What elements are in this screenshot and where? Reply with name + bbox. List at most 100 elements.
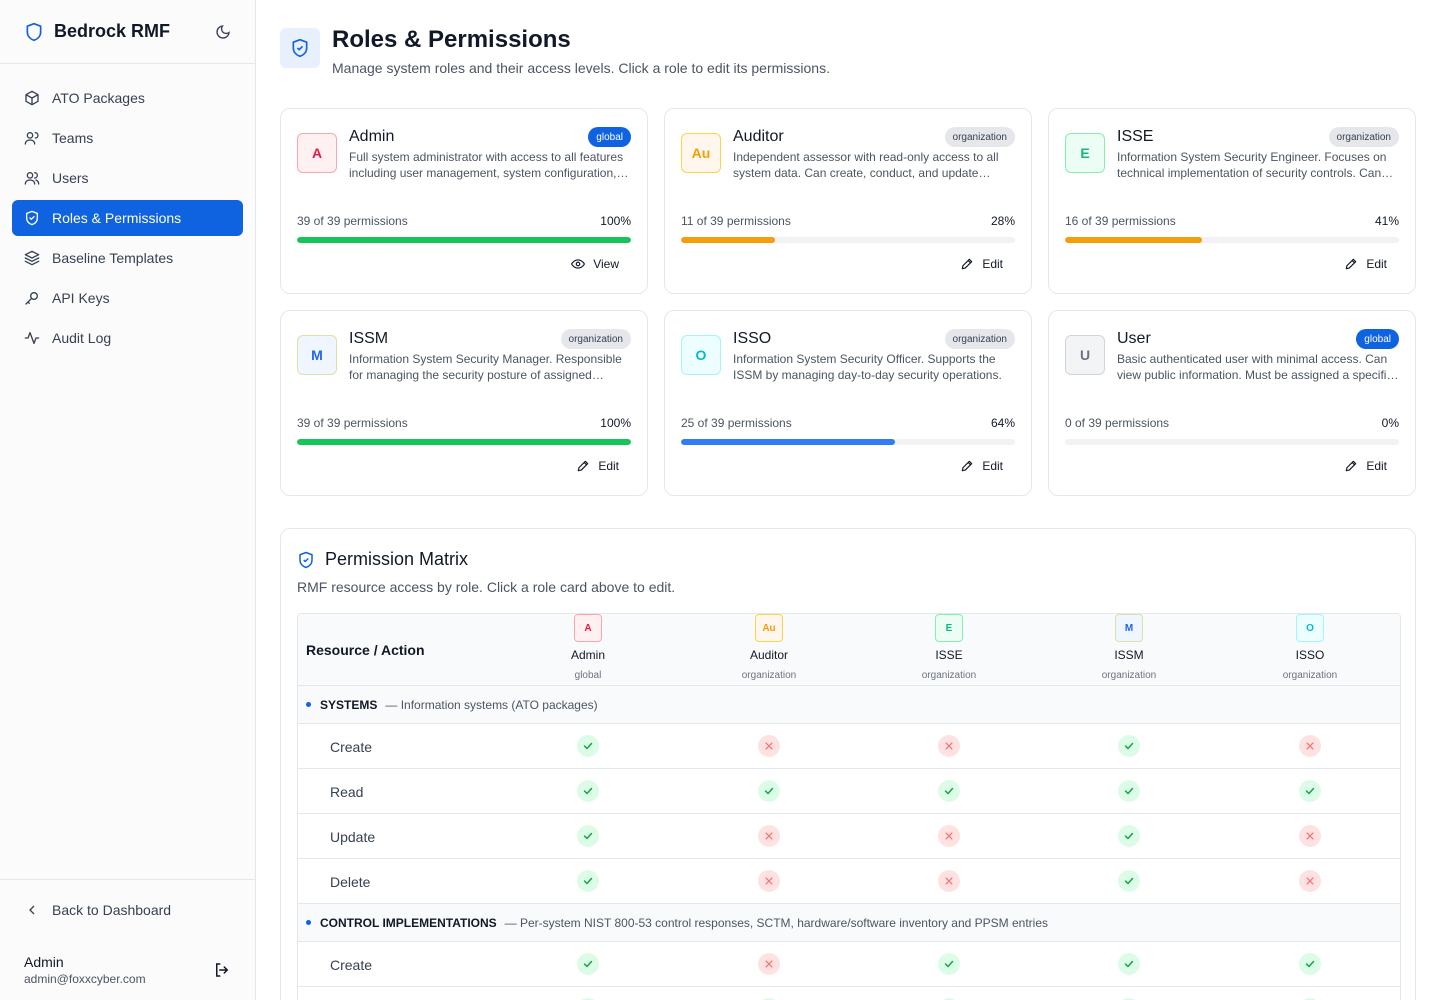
role-description: Basic authenticated user with minimal ac… — [1117, 352, 1393, 382]
permissions-count: 39 of 39 permissions — [297, 214, 408, 228]
key-icon — [25, 292, 38, 305]
sidebar-item-ato-packages[interactable]: ATO Packages — [12, 80, 243, 116]
edit-role-button[interactable]: Edit — [1344, 459, 1387, 473]
role-card-auditor[interactable]: Au Auditor organization Independent assesso… — [664, 108, 1032, 294]
matrix-subtitle: RMF resource access by role. Click a rol… — [297, 579, 676, 595]
check-icon — [577, 825, 599, 847]
check-icon — [1118, 735, 1140, 757]
permissions-percent: 64% — [990, 416, 1015, 430]
permissions-progress — [1065, 439, 1399, 445]
column-avatar: A — [574, 614, 602, 642]
layers-icon — [24, 250, 40, 266]
button-label: View — [593, 257, 619, 271]
sidebar-item-label: API Keys — [52, 290, 110, 306]
scope-badge: organization — [944, 329, 1015, 349]
back-to-dashboard-link[interactable]: Back to Dashboard — [0, 880, 255, 940]
check-icon — [938, 780, 960, 802]
role-name: Auditor — [733, 128, 784, 145]
role-name: ISSE — [1117, 128, 1154, 145]
action-label: Update — [330, 829, 376, 845]
column-role-name: ISSO — [1295, 648, 1325, 662]
logout-icon[interactable] — [213, 961, 231, 979]
action-label: Read — [330, 784, 364, 800]
check-icon — [938, 953, 960, 975]
activity-icon — [24, 332, 40, 344]
app-title: Bedrock RMF — [54, 21, 171, 41]
table-row: Update — [298, 814, 1400, 859]
permissions-progress-fill — [297, 237, 631, 243]
role-avatar: Au — [681, 133, 721, 173]
chevron-left-icon — [29, 905, 35, 915]
sidebar-item-label: Audit Log — [52, 330, 112, 346]
column-scope: organization — [741, 670, 797, 681]
button-label: Edit — [982, 257, 1003, 271]
sidebar-item-baseline-templates[interactable]: Baseline Templates — [12, 240, 243, 276]
permissions-progress — [297, 237, 631, 243]
role-name: ISSO — [733, 330, 772, 347]
permissions-progress-fill — [681, 439, 895, 445]
permissions-progress — [681, 439, 1015, 445]
shield-logo-icon — [26, 22, 42, 41]
role-card-user[interactable]: U User global Basic authenticated user with… — [1048, 310, 1416, 496]
role-card-issm[interactable]: M ISSM organization Information System Secu… — [280, 310, 648, 496]
sidebar-item-api-keys[interactable]: API Keys — [12, 280, 243, 316]
action-label: Create — [330, 957, 373, 973]
pencil-icon — [1346, 258, 1357, 270]
table-row: Create — [298, 942, 1400, 987]
permissions-progress-fill — [1065, 237, 1202, 243]
scope-badge: organization — [560, 329, 631, 349]
sidebar-nav: ATO Packages Teams Users Roles & Permission… — [0, 64, 255, 376]
view-role-button[interactable]: View — [571, 257, 619, 271]
x-icon — [938, 735, 960, 757]
role-avatar: O — [681, 335, 721, 375]
permissions-percent: 0% — [1381, 416, 1399, 430]
pencil-icon — [1346, 460, 1357, 472]
check-icon — [1118, 998, 1140, 1000]
column-scope: organization — [1282, 670, 1338, 681]
sidebar-item-audit-log[interactable]: Audit Log — [12, 320, 243, 356]
group-description: — Per-system NIST 800-53 control respons… — [504, 915, 1048, 930]
permissions-progress — [297, 439, 631, 445]
check-icon — [1299, 998, 1321, 1000]
check-icon — [1118, 825, 1140, 847]
role-name: ISSM — [349, 330, 389, 347]
page-header: Roles & Permissions Manage system roles … — [280, 28, 830, 76]
user-email: admin@foxxcyber.com — [24, 972, 146, 986]
role-card-admin[interactable]: A Admin global Full system administrator wi… — [280, 108, 648, 294]
role-cards: A Admin global Full system administrator wi… — [280, 108, 1416, 496]
sidebar-footer: Back to Dashboard Admin admin@foxxcyber.… — [0, 879, 255, 1000]
edit-role-button[interactable]: Edit — [960, 257, 1003, 271]
matrix-column-isso: O ISSO organization — [1220, 614, 1400, 681]
current-user: Admin admin@foxxcyber.com — [0, 940, 255, 1000]
page-title: Roles & Permissions — [332, 26, 571, 53]
action-label: Create — [330, 739, 373, 755]
role-card-isse[interactable]: E ISSE organization Information System Secu… — [1048, 108, 1416, 294]
edit-role-button[interactable]: Edit — [960, 459, 1003, 473]
check-icon — [938, 998, 960, 1000]
permissions-count: 16 of 39 permissions — [1065, 214, 1176, 228]
pencil-icon — [962, 460, 973, 472]
permissions-progress-fill — [681, 237, 775, 243]
sidebar-item-roles-permissions[interactable]: Roles & Permissions — [12, 200, 243, 236]
sidebar-item-teams[interactable]: Teams — [12, 120, 243, 156]
sidebar-item-label: Users — [52, 170, 89, 186]
permissions-progress-fill — [297, 439, 631, 445]
scope-badge: organization — [944, 127, 1015, 147]
x-icon — [758, 953, 780, 975]
edit-role-button[interactable]: Edit — [576, 459, 619, 473]
scope-badge: global — [1356, 329, 1399, 349]
moon-icon[interactable] — [215, 24, 231, 40]
column-role-name: Auditor — [749, 648, 789, 662]
check-icon — [577, 953, 599, 975]
button-label: Edit — [1366, 257, 1387, 271]
check-icon — [577, 998, 599, 1000]
role-card-isso[interactable]: O ISSO organization Information System Secu… — [664, 310, 1032, 496]
table-row: Delete — [298, 859, 1400, 904]
edit-role-button[interactable]: Edit — [1344, 257, 1387, 271]
sidebar-item-users[interactable]: Users — [12, 160, 243, 196]
matrix-title-text: Permission Matrix — [325, 549, 469, 569]
permissions-count: 25 of 39 permissions — [681, 416, 792, 430]
x-icon — [1299, 735, 1321, 757]
column-role-name: Admin — [570, 648, 605, 662]
sidebar-item-label: ATO Packages — [52, 90, 145, 106]
